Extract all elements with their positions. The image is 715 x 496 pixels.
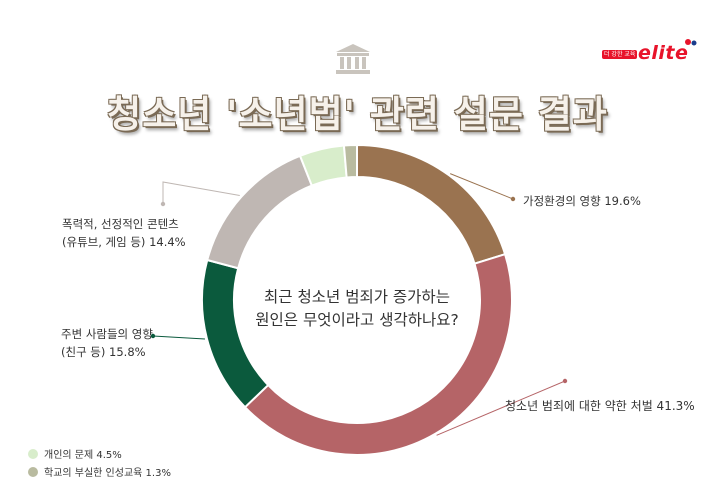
brand-name: elite [638, 42, 689, 64]
legend-label: 학교의 부실한 인성교육 1.3% [44, 468, 171, 479]
leader-dot [562, 378, 568, 384]
label-people: 주변 사람들의 영향 (친구 등) 15.8% [61, 325, 153, 361]
legend-swatch [28, 449, 38, 459]
label-people-line: (친구 등) 15.8% [61, 345, 146, 359]
slice-people [201, 258, 270, 409]
label-people-line: 주변 사람들의 영향 [61, 327, 153, 341]
legend-item-personal: 개인의 문제 4.5% [28, 446, 122, 461]
leader-dot [160, 201, 166, 207]
leader-dot [150, 333, 156, 339]
brand-tagline: 더 강한 교육 [602, 50, 638, 59]
label-content: 폭력적, 선정적인 콘텐츠 (유튜브, 게임 등) 14.4% [62, 215, 186, 251]
label-content-line: (유튜브, 게임 등) 14.4% [62, 235, 186, 249]
leader-line [449, 173, 514, 200]
leader-line [162, 181, 240, 204]
legend-item-school: 학교의 부실한 인성교육 1.3% [28, 464, 171, 479]
survey-question-line: 최근 청소년 범죄가 증가하는 [264, 288, 450, 306]
survey-question-line: 원인은 무엇이라고 생각하나요? [255, 311, 459, 329]
survey-question: 최근 청소년 범죄가 증가하는 원인은 무엇이라고 생각하나요? [232, 286, 482, 332]
label-punishment: 청소년 범죄에 대한 약한 처벌 41.3% [505, 399, 695, 413]
legend-swatch [28, 467, 38, 477]
slice-punishment [243, 252, 513, 456]
label-content-line: 폭력적, 선정적인 콘텐츠 [62, 217, 179, 231]
leader-line [436, 380, 566, 436]
courthouse-icon [336, 44, 370, 74]
brand-logo: 더 강한 교육 elite [602, 38, 702, 68]
brand-mark-icon [685, 39, 697, 46]
label-family: 가정환경의 영향 19.6% [523, 194, 641, 208]
slice-family [356, 143, 507, 265]
legend-label: 개인의 문제 4.5% [44, 450, 122, 461]
slice-school [342, 143, 358, 179]
slice-content [206, 154, 314, 270]
leader-line [152, 335, 205, 340]
page-title: 청소년 '소년법' 관련 설문 결과 [107, 93, 608, 136]
leader-dot [510, 196, 516, 202]
